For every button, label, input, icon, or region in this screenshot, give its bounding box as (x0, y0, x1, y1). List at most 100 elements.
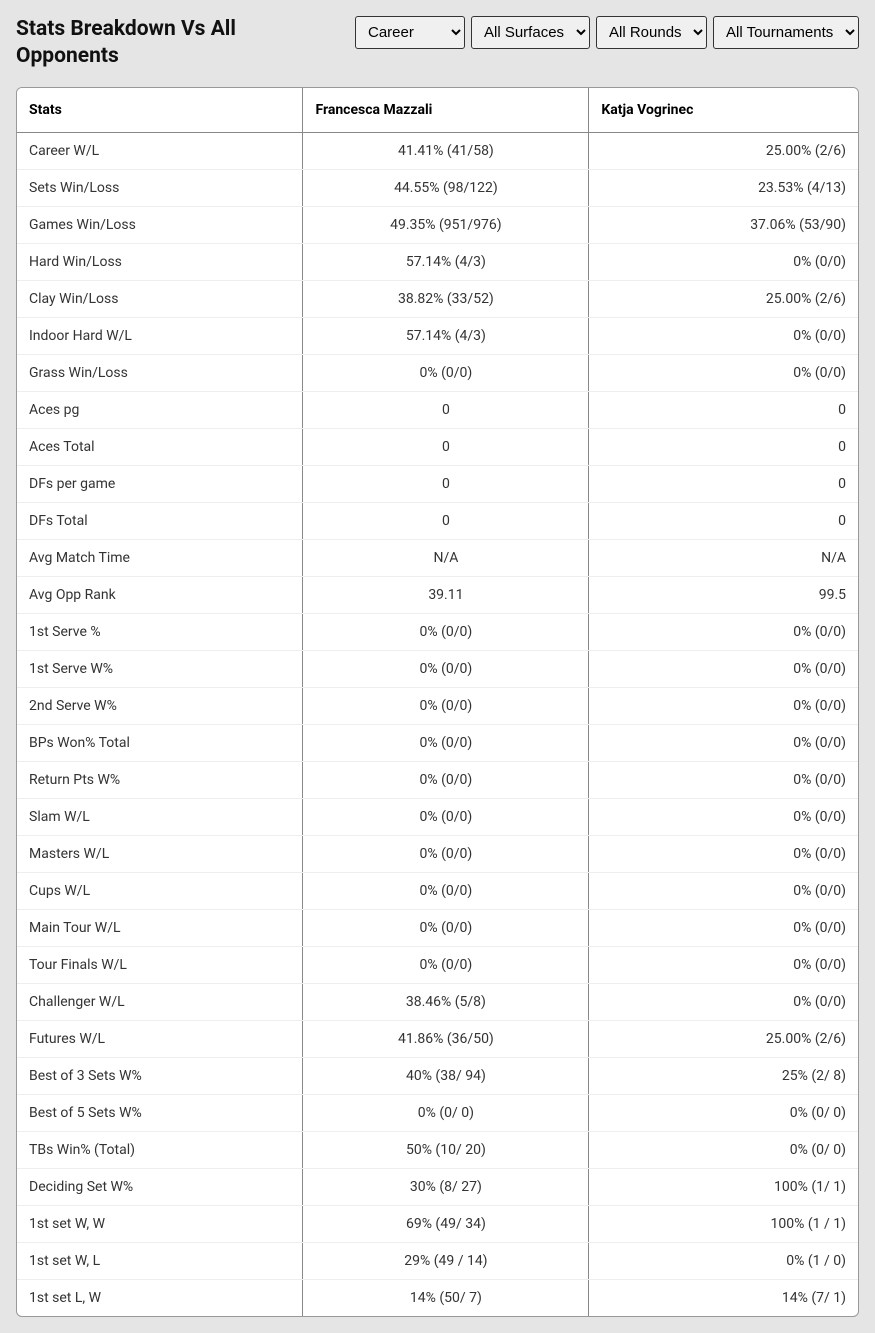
stat-label: Deciding Set W% (17, 1168, 303, 1205)
player1-value: 0% (0/0) (303, 872, 589, 909)
player1-value: 41.86% (36/50) (303, 1020, 589, 1057)
stat-label: TBs Win% (Total) (17, 1131, 303, 1168)
player2-value: 0% (0/0) (589, 909, 858, 946)
player2-value: 25.00% (2/6) (589, 280, 858, 317)
table-row: 1st Serve %0% (0/0)0% (0/0) (17, 613, 858, 650)
player2-value: 0% (0/0) (589, 872, 858, 909)
player1-value: 49.35% (951/976) (303, 206, 589, 243)
player2-value: 14% (7/ 1) (589, 1279, 858, 1316)
player2-value: 0% (0/0) (589, 243, 858, 280)
player1-value: 0% (0/0) (303, 946, 589, 983)
player2-value: 0% (0/0) (589, 687, 858, 724)
player2-value: 0% (0/0) (589, 835, 858, 872)
table-row: Hard Win/Loss57.14% (4/3)0% (0/0) (17, 243, 858, 280)
player2-value: 0 (589, 502, 858, 539)
stat-label: Futures W/L (17, 1020, 303, 1057)
player1-value: 41.41% (41/58) (303, 132, 589, 169)
player2-value: 100% (1/ 1) (589, 1168, 858, 1205)
stat-label: Grass Win/Loss (17, 354, 303, 391)
player2-value: 37.06% (53/90) (589, 206, 858, 243)
player2-value: 0% (0/0) (589, 983, 858, 1020)
player2-value: 0% (0/0) (589, 317, 858, 354)
player2-value: 0 (589, 428, 858, 465)
stat-label: 1st set L, W (17, 1279, 303, 1316)
player2-value: 0 (589, 391, 858, 428)
period-select[interactable]: Career (355, 16, 465, 49)
column-header-player1: Francesca Mazzali (303, 88, 589, 133)
stat-label: Best of 3 Sets W% (17, 1057, 303, 1094)
table-row: Futures W/L41.86% (36/50)25.00% (2/6) (17, 1020, 858, 1057)
table-row: 1st set W, L29% (49 / 14)0% (1 / 0) (17, 1242, 858, 1279)
stat-label: Slam W/L (17, 798, 303, 835)
table-row: Clay Win/Loss38.82% (33/52)25.00% (2/6) (17, 280, 858, 317)
player2-value: 0% (0/ 0) (589, 1094, 858, 1131)
player1-value: 0% (0/ 0) (303, 1094, 589, 1131)
stat-label: Return Pts W% (17, 761, 303, 798)
stat-label: Indoor Hard W/L (17, 317, 303, 354)
table-row: Career W/L41.41% (41/58)25.00% (2/6) (17, 132, 858, 169)
player1-value: 44.55% (98/122) (303, 169, 589, 206)
table-row: TBs Win% (Total)50% (10/ 20)0% (0/ 0) (17, 1131, 858, 1168)
table-row: Cups W/L0% (0/0)0% (0/0) (17, 872, 858, 909)
player2-value: 100% (1 / 1) (589, 1205, 858, 1242)
stat-label: Tour Finals W/L (17, 946, 303, 983)
player2-value: 0% (1 / 0) (589, 1242, 858, 1279)
table-row: Aces pg00 (17, 391, 858, 428)
stat-label: Aces Total (17, 428, 303, 465)
stat-label: 1st Serve W% (17, 650, 303, 687)
surface-select[interactable]: All Surfaces (471, 16, 590, 49)
stat-label: 1st set W, W (17, 1205, 303, 1242)
player1-value: N/A (303, 539, 589, 576)
stat-label: Best of 5 Sets W% (17, 1094, 303, 1131)
player2-value: 0 (589, 465, 858, 502)
table-row: Grass Win/Loss0% (0/0)0% (0/0) (17, 354, 858, 391)
table-row: 1st set L, W14% (50/ 7)14% (7/ 1) (17, 1279, 858, 1316)
player1-value: 30% (8/ 27) (303, 1168, 589, 1205)
column-header-stat: Stats (17, 88, 303, 133)
player2-value: 0% (0/0) (589, 613, 858, 650)
stats-table-container: Stats Francesca Mazzali Katja Vogrinec C… (16, 87, 859, 1317)
player1-value: 50% (10/ 20) (303, 1131, 589, 1168)
table-row: Games Win/Loss49.35% (951/976)37.06% (53… (17, 206, 858, 243)
table-row: Deciding Set W%30% (8/ 27)100% (1/ 1) (17, 1168, 858, 1205)
stat-label: DFs Total (17, 502, 303, 539)
table-row: Sets Win/Loss44.55% (98/122)23.53% (4/13… (17, 169, 858, 206)
player2-value: 0% (0/ 0) (589, 1131, 858, 1168)
table-row: 2nd Serve W%0% (0/0)0% (0/0) (17, 687, 858, 724)
tournament-select[interactable]: All Tournaments (713, 16, 859, 49)
player1-value: 0% (0/0) (303, 687, 589, 724)
table-row: Best of 3 Sets W%40% (38/ 94)25% (2/ 8) (17, 1057, 858, 1094)
table-header-row: Stats Francesca Mazzali Katja Vogrinec (17, 88, 858, 133)
table-row: Indoor Hard W/L57.14% (4/3)0% (0/0) (17, 317, 858, 354)
player2-value: 0% (0/0) (589, 798, 858, 835)
table-row: Aces Total00 (17, 428, 858, 465)
player1-value: 0% (0/0) (303, 354, 589, 391)
player1-value: 0% (0/0) (303, 724, 589, 761)
player1-value: 0 (303, 465, 589, 502)
player1-value: 57.14% (4/3) (303, 243, 589, 280)
player1-value: 0% (0/0) (303, 909, 589, 946)
player2-value: 23.53% (4/13) (589, 169, 858, 206)
stat-label: Aces pg (17, 391, 303, 428)
round-select[interactable]: All Rounds (596, 16, 707, 49)
player1-value: 14% (50/ 7) (303, 1279, 589, 1316)
player2-value: 0% (0/0) (589, 724, 858, 761)
player2-value: 25% (2/ 8) (589, 1057, 858, 1094)
table-row: Avg Match TimeN/AN/A (17, 539, 858, 576)
stat-label: 1st Serve % (17, 613, 303, 650)
stat-label: Main Tour W/L (17, 909, 303, 946)
table-row: 1st Serve W%0% (0/0)0% (0/0) (17, 650, 858, 687)
stat-label: Cups W/L (17, 872, 303, 909)
player1-value: 0 (303, 391, 589, 428)
stat-label: Sets Win/Loss (17, 169, 303, 206)
stat-label: Challenger W/L (17, 983, 303, 1020)
player2-value: 99.5 (589, 576, 858, 613)
player2-value: 25.00% (2/6) (589, 132, 858, 169)
table-row: Return Pts W%0% (0/0)0% (0/0) (17, 761, 858, 798)
column-header-player2: Katja Vogrinec (589, 88, 858, 133)
player1-value: 38.46% (5/8) (303, 983, 589, 1020)
stat-label: Career W/L (17, 132, 303, 169)
player2-value: 0% (0/0) (589, 946, 858, 983)
table-row: Slam W/L0% (0/0)0% (0/0) (17, 798, 858, 835)
stat-label: 2nd Serve W% (17, 687, 303, 724)
